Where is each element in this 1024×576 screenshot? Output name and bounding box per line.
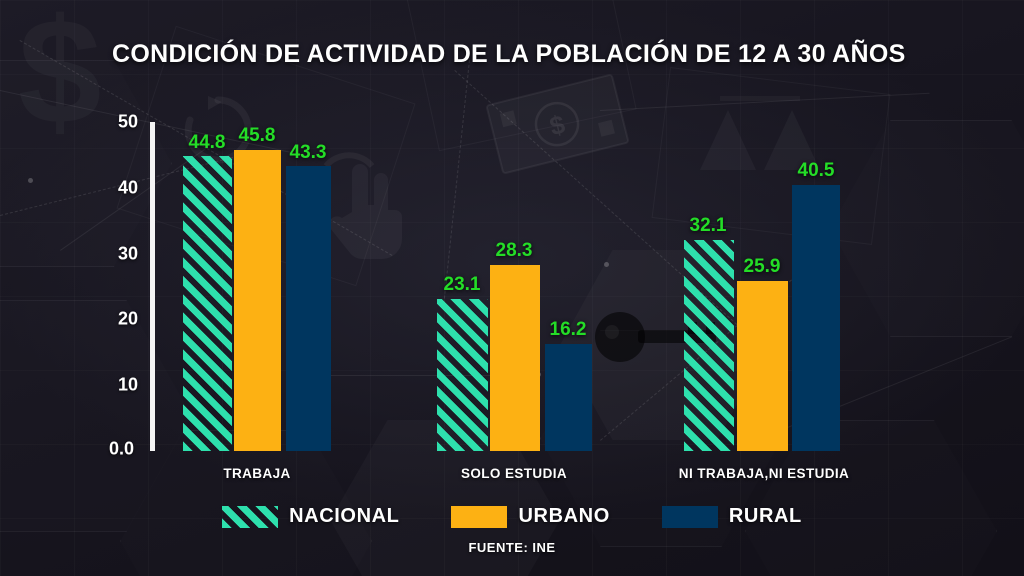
bar-value-label: 40.5 xyxy=(797,160,835,181)
source-note: FUENTE: INE xyxy=(468,540,556,555)
legend-label: RURAL xyxy=(728,505,802,527)
plot-area: 50 40 30 20 10 0.0 44.8 45.8 43.3 TRABAJ… xyxy=(109,112,940,482)
legend-label: NACIONAL xyxy=(289,505,400,527)
legend-label: URBANO xyxy=(518,505,610,527)
legend: NACIONAL URBANO RURAL xyxy=(0,505,1024,528)
y-tick-label: 20 xyxy=(117,308,138,329)
bar-nacional-ni-trabaja-ni-estudia xyxy=(684,239,734,451)
y-tick-label: 10 xyxy=(117,374,138,395)
x-tick-label-solo-estudia: SOLO ESTUDIA xyxy=(460,466,568,481)
y-axis-line xyxy=(150,122,155,451)
legend-item-urbano: URBANO xyxy=(451,505,609,528)
bar-urbano-ni-trabaja-ni-estudia xyxy=(737,280,788,451)
bar-value-label: 23.1 xyxy=(443,274,481,295)
bar-urbano-solo-estudia xyxy=(490,264,540,451)
y-tick-label: 30 xyxy=(117,243,138,264)
x-tick-label-ni-trabaja-ni-estudia: NI TRABAJA,NI ESTUDIA xyxy=(678,466,850,481)
bar-rural-trabaja xyxy=(286,166,331,451)
y-tick-label: 50 xyxy=(117,111,138,132)
bar-nacional-solo-estudia xyxy=(437,299,488,451)
dollar-sign-icon: $ xyxy=(18,0,101,146)
blue-swatch-icon xyxy=(661,505,718,528)
bar-value-label: 16.2 xyxy=(549,319,587,340)
page-title: CONDICIÓN DE ACTIVIDAD DE LA POBLACIÓN D… xyxy=(112,40,906,68)
bar-value-label: 44.8 xyxy=(188,132,226,153)
legend-item-nacional: NACIONAL xyxy=(222,505,399,528)
orange-swatch-icon xyxy=(451,505,508,528)
bar-value-label: 32.1 xyxy=(689,215,727,236)
bar-nacional-trabaja xyxy=(183,156,232,451)
bar-value-label: 43.3 xyxy=(289,142,327,163)
bar-value-label: 25.9 xyxy=(743,256,781,277)
y-tick-label: 40 xyxy=(117,177,138,198)
hatched-teal-swatch-icon xyxy=(222,505,279,528)
bar-rural-solo-estudia xyxy=(545,344,592,451)
bar-value-label: 45.8 xyxy=(238,125,276,146)
bar-urbano-trabaja xyxy=(234,149,281,451)
legend-item-rural: RURAL xyxy=(661,505,802,528)
y-tick-label: 0.0 xyxy=(108,438,134,459)
bar-rural-ni-trabaja-ni-estudia xyxy=(792,184,840,451)
x-tick-label-trabaja: TRABAJA xyxy=(223,466,291,481)
bar-value-label: 28.3 xyxy=(495,240,533,261)
